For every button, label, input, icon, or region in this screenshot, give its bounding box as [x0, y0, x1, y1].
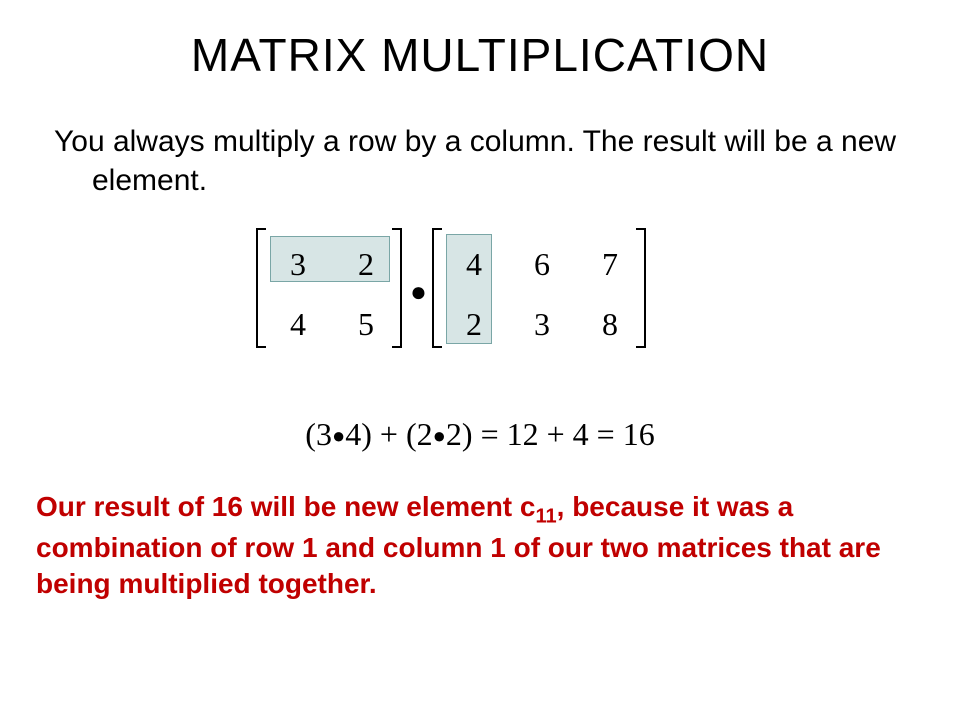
dot-icon: ●: [332, 423, 345, 448]
matrix-b-right-bracket-icon: [636, 228, 646, 348]
matrix-a-cell: 2: [346, 246, 386, 283]
result: 16: [623, 416, 655, 452]
matrix-b-cell: 4: [454, 246, 494, 283]
matrix-a-cell: 3: [278, 246, 318, 283]
paren-close2: ): [462, 416, 473, 452]
matrix-b-cell: 3: [522, 306, 562, 343]
matrix-b-cell: 2: [454, 306, 494, 343]
note-subscript: 11: [535, 506, 556, 528]
plus2: +: [539, 416, 573, 452]
dot-operator-icon: ●: [410, 276, 427, 308]
eq2: =: [589, 416, 623, 452]
slide-title: MATRIX MULTIPLICATION: [0, 0, 960, 82]
term2b: 2: [446, 416, 462, 452]
matrix-b-cell: 7: [590, 246, 630, 283]
dot-product-equation: (3●4) + (2●2) = 12 + 4 = 16: [0, 416, 960, 453]
term1a: 3: [316, 416, 332, 452]
plus1: +: [372, 416, 406, 452]
partial2: 4: [573, 416, 589, 452]
matrix-a-cell: 5: [346, 306, 386, 343]
paren-open2: (: [406, 416, 417, 452]
body-text: You always multiply a row by a column. T…: [56, 82, 960, 200]
matrix-b-left-bracket-icon: [432, 228, 442, 348]
dot-icon: ●: [433, 423, 446, 448]
matrix-b-cell: 8: [590, 306, 630, 343]
term2a: 2: [417, 416, 433, 452]
matrix-a-right-bracket-icon: [392, 228, 402, 348]
eq1: =: [473, 416, 507, 452]
result-note: Our result of 16 will be new element c11…: [0, 453, 960, 602]
term1b: 4: [345, 416, 361, 452]
paren-open: (: [305, 416, 316, 452]
matrix-a-left-bracket-icon: [256, 228, 266, 348]
paren-close: ): [361, 416, 372, 452]
partial1: 12: [507, 416, 539, 452]
matrix-a-cell: 4: [278, 306, 318, 343]
note-part-a: Our result of 16 will be new element c: [36, 491, 535, 522]
matrix-diagram: 3245 ● 467238: [0, 220, 960, 390]
matrix-b-cell: 6: [522, 246, 562, 283]
